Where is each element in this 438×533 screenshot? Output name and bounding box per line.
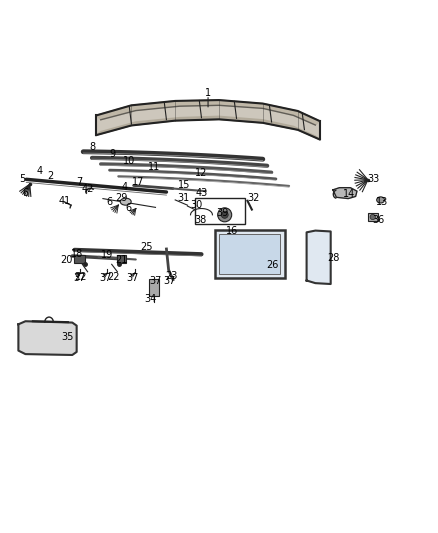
Polygon shape [333, 188, 357, 199]
Bar [215, 230, 285, 278]
Text: 20: 20 [60, 255, 73, 265]
Circle shape [370, 214, 375, 220]
Text: 34: 34 [145, 294, 157, 304]
Text: 14: 14 [343, 189, 355, 199]
Text: 22: 22 [107, 272, 119, 282]
Text: 32: 32 [247, 193, 259, 203]
Text: 42: 42 [81, 184, 94, 195]
FancyBboxPatch shape [195, 198, 245, 223]
Text: 37: 37 [74, 273, 86, 283]
Text: 26: 26 [266, 260, 279, 270]
Text: 21: 21 [116, 255, 128, 265]
Bar [219, 234, 280, 273]
Text: 23: 23 [166, 271, 178, 281]
Circle shape [218, 208, 232, 222]
Text: 4: 4 [36, 166, 42, 176]
Ellipse shape [377, 197, 385, 203]
Text: 28: 28 [328, 253, 340, 263]
Text: 15: 15 [178, 181, 190, 190]
Polygon shape [96, 100, 320, 140]
Text: 35: 35 [62, 333, 74, 343]
Text: 8: 8 [90, 142, 96, 152]
Text: 1: 1 [205, 88, 211, 98]
Text: 11: 11 [148, 161, 160, 172]
Text: 16: 16 [226, 225, 238, 236]
Text: 2: 2 [47, 171, 53, 181]
Text: 6: 6 [22, 188, 28, 198]
Ellipse shape [120, 198, 131, 205]
Text: 4: 4 [122, 182, 128, 192]
Polygon shape [96, 116, 320, 140]
Text: 5: 5 [20, 174, 26, 184]
Circle shape [221, 211, 228, 219]
Text: 10: 10 [123, 156, 135, 166]
Text: 37: 37 [126, 273, 138, 283]
Text: 9: 9 [109, 149, 115, 159]
Text: 29: 29 [116, 193, 128, 203]
Text: 6: 6 [126, 203, 132, 213]
Text: 38: 38 [194, 215, 207, 225]
Text: 30: 30 [190, 200, 202, 210]
Text: 39: 39 [216, 208, 229, 218]
Text: 37: 37 [100, 273, 112, 283]
Text: 37: 37 [150, 276, 162, 286]
Bar [149, 279, 159, 296]
Text: 43: 43 [195, 188, 208, 198]
Polygon shape [18, 321, 77, 355]
Text: 33: 33 [367, 174, 379, 184]
Text: 31: 31 [177, 193, 189, 203]
Text: 18: 18 [71, 249, 83, 259]
Text: 17: 17 [132, 177, 145, 188]
Polygon shape [307, 231, 331, 284]
Text: 36: 36 [372, 215, 385, 224]
Text: 12: 12 [195, 168, 208, 178]
Bar [117, 255, 126, 263]
Text: 22: 22 [74, 272, 87, 282]
Bar [368, 213, 378, 221]
Text: 7: 7 [77, 177, 83, 188]
Bar [74, 255, 85, 263]
Text: 37: 37 [164, 276, 176, 286]
Polygon shape [96, 100, 320, 125]
Text: 19: 19 [101, 250, 113, 260]
Text: 41: 41 [59, 196, 71, 206]
Text: 13: 13 [376, 197, 388, 207]
Text: 25: 25 [141, 242, 153, 252]
Text: 6: 6 [106, 197, 113, 207]
